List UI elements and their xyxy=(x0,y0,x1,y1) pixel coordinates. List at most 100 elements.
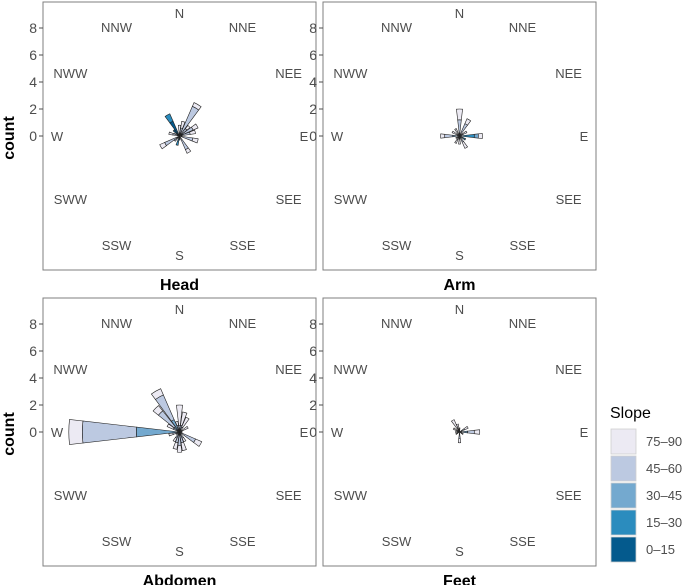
y-tick-label: 6 xyxy=(29,343,37,359)
direction-label-sse: SSE xyxy=(229,238,255,253)
direction-label-nee: NEE xyxy=(555,362,582,377)
legend-label: 0–15 xyxy=(646,542,675,557)
bar-segment-arm-330-0 xyxy=(454,128,460,137)
direction-label-nww: NWW xyxy=(333,66,368,81)
direction-label-e: E xyxy=(580,425,589,440)
y-tick-label: 4 xyxy=(29,74,37,90)
panel-title-feet: Feet xyxy=(443,573,477,585)
y-tick-label: 0 xyxy=(29,128,37,144)
legend-swatch xyxy=(610,509,637,536)
legend-label: 75–90 xyxy=(646,434,682,449)
direction-label-n: N xyxy=(455,302,464,317)
direction-label-w: W xyxy=(331,425,344,440)
panel-abdomen: 0 2 4 6 8 N NNE NEE E SEE SSE S SSW SWW W NWW NNW Abdomen xyxy=(29,297,317,585)
bar-segment-feet-90-0 xyxy=(473,429,481,435)
panel-title-head: Head xyxy=(160,277,199,294)
bar-segment-abdomen-270-0 xyxy=(68,419,84,445)
bar-segment-head-330-3 xyxy=(164,113,174,124)
bar-segment-abdomen-165-0 xyxy=(180,441,187,452)
bar-segment-arm-150-0 xyxy=(461,141,468,149)
legend-label: 30–45 xyxy=(646,488,682,503)
direction-label-nee: NEE xyxy=(275,362,302,377)
direction-label-nww: NWW xyxy=(53,66,88,81)
bar-segment-abdomen-315-0 xyxy=(152,405,164,416)
bar-segment-feet-270-0 xyxy=(455,431,460,433)
direction-label-nee: NEE xyxy=(275,66,302,81)
direction-label-s: S xyxy=(455,248,464,263)
y-axis-title-bottom: count xyxy=(1,412,18,456)
bar-segment-head-285-0 xyxy=(168,131,174,136)
panel-feet: 0 2 4 6 8 N NNE NEE E SEE SSE S SSW SWW W NWW NNW Feet xyxy=(309,297,597,585)
direction-label-nnw: NNW xyxy=(101,20,133,35)
bar-segment-feet-90-1 xyxy=(467,429,475,435)
bar-segment-arm-270-0 xyxy=(440,133,446,139)
direction-label-sww: SWW xyxy=(54,192,88,207)
bar-segment-arm-90-2 xyxy=(473,133,479,139)
y-tick-label: 8 xyxy=(309,20,317,36)
direction-label-nee: NEE xyxy=(555,66,582,81)
bar-segment-arm-240-0 xyxy=(455,135,460,139)
legend-keys: 75–90 45–60 30–45 15–30 0–15 xyxy=(610,428,682,563)
bar-segment-abdomen-330-0 xyxy=(150,388,164,400)
direction-label-ssw: SSW xyxy=(382,534,412,549)
bar-segment-head-60-0 xyxy=(191,123,199,131)
direction-label-see: SEE xyxy=(276,192,302,207)
bar-segment-abdomen-60-0 xyxy=(181,425,189,432)
direction-label-nne: NNE xyxy=(509,20,537,35)
bar-segment-arm-210-0 xyxy=(454,138,459,144)
bar-segment-feet-345-0 xyxy=(456,423,460,433)
direction-label-see: SEE xyxy=(556,192,582,207)
bar-segment-head-195-3 xyxy=(175,135,180,146)
direction-label-nne: NNE xyxy=(229,316,257,331)
direction-label-s: S xyxy=(455,544,464,559)
legend-swatch xyxy=(610,536,637,563)
direction-label-see: SEE xyxy=(276,488,302,503)
legend: Slope 75–90 45–60 30–45 15–30 0–15 xyxy=(610,405,682,563)
panel-head: 0 2 4 6 8 N NNE NEE E SEE SSE S SSW SWW W NWW NNW Head xyxy=(29,1,317,294)
y-tick-label: 0 xyxy=(309,128,317,144)
direction-label-w: W xyxy=(51,129,64,144)
bar-segment-feet-240-0 xyxy=(455,431,460,435)
y-tick-label: 6 xyxy=(309,343,317,359)
bar-segment-arm-60-0 xyxy=(462,130,468,135)
bar-segment-arm-300-0 xyxy=(451,130,460,137)
bar-segment-head-75-0 xyxy=(189,129,196,135)
bar-segment-arm-120-3 xyxy=(459,135,467,141)
bar-segment-feet-120-0 xyxy=(459,431,464,435)
direction-label-sww: SWW xyxy=(54,488,88,503)
y-tick-label: 0 xyxy=(29,424,37,440)
y-tick-label: 6 xyxy=(309,47,317,63)
direction-label-nne: NNE xyxy=(229,20,257,35)
y-tick-label: 4 xyxy=(29,370,37,386)
direction-label-n: N xyxy=(175,302,184,317)
bar-segment-abdomen-120-0 xyxy=(193,438,203,447)
direction-label-ssw: SSW xyxy=(102,238,132,253)
direction-label-ssw: SSW xyxy=(382,238,412,253)
direction-label-n: N xyxy=(455,6,464,21)
direction-label-s: S xyxy=(175,248,184,263)
legend-label: 15–30 xyxy=(646,515,682,530)
direction-label-nww: NWW xyxy=(53,362,88,377)
legend-swatch xyxy=(610,455,637,482)
y-tick-label: 8 xyxy=(29,20,37,36)
y-axis-title-top: count xyxy=(1,116,18,160)
bar-segment-feet-60-0 xyxy=(463,425,469,431)
bar-segment-abdomen-210-0 xyxy=(172,437,178,443)
direction-label-ssw: SSW xyxy=(102,534,132,549)
y-tick-label: 8 xyxy=(309,316,317,332)
bar-segment-arm-180-0 xyxy=(458,135,461,145)
direction-label-see: SEE xyxy=(556,488,582,503)
bar-segment-abdomen-345-0 xyxy=(175,420,179,427)
bar-segment-head-150-0 xyxy=(185,147,192,154)
y-tick-label: 4 xyxy=(309,74,317,90)
bar-segment-head-105-0 xyxy=(191,137,199,144)
direction-label-nnw: NNW xyxy=(381,316,413,331)
direction-label-n: N xyxy=(175,6,184,21)
bar-segment-arm-90-0 xyxy=(477,133,483,139)
legend-swatch xyxy=(610,428,637,455)
legend-swatch xyxy=(610,482,637,509)
direction-label-e: E xyxy=(300,129,309,144)
direction-label-sse: SSE xyxy=(229,534,255,549)
legend-label: 45–60 xyxy=(646,461,682,476)
bar-segment-head-30-0 xyxy=(192,102,202,111)
